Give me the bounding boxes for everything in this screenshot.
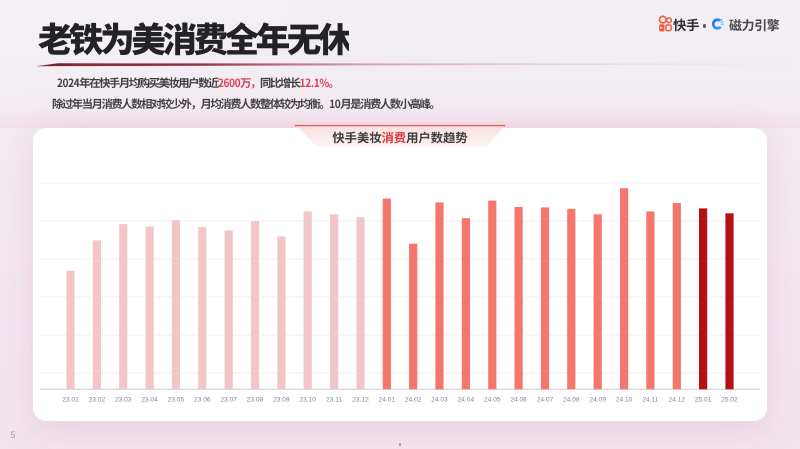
svg-text:23.02: 23.02 (89, 397, 106, 404)
svg-text:23.03: 23.03 (115, 397, 132, 404)
svg-text:24.10: 24.10 (616, 397, 633, 404)
svg-text:24.01: 24.01 (379, 397, 396, 404)
svg-text:24.04: 24.04 (458, 397, 475, 404)
svg-text:23.01: 23.01 (62, 397, 79, 404)
svg-text:23.08: 23.08 (247, 397, 264, 404)
svg-text:24.05: 24.05 (484, 397, 501, 404)
svg-text:23.05: 23.05 (168, 397, 185, 404)
svg-text:24.06: 24.06 (510, 397, 527, 404)
svg-text:24.09: 24.09 (589, 397, 606, 404)
svg-text:24.08: 24.08 (563, 397, 580, 404)
svg-text:24.03: 24.03 (431, 397, 448, 404)
svg-text:23.11: 23.11 (326, 397, 342, 404)
svg-text:25.01: 25.01 (695, 397, 712, 404)
svg-text:23.06: 23.06 (194, 397, 211, 404)
svg-text:23.04: 23.04 (141, 397, 158, 404)
svg-text:24.02: 24.02 (405, 397, 422, 404)
svg-text:23.09: 23.09 (273, 397, 290, 404)
svg-text:24.11: 24.11 (642, 397, 658, 404)
svg-text:23.10: 23.10 (299, 397, 316, 404)
svg-text:23.12: 23.12 (352, 397, 369, 404)
svg-text:23.07: 23.07 (220, 397, 237, 404)
svg-text:24.07: 24.07 (537, 397, 554, 404)
svg-text:25.02: 25.02 (721, 397, 738, 404)
svg-text:24.12: 24.12 (669, 397, 686, 404)
